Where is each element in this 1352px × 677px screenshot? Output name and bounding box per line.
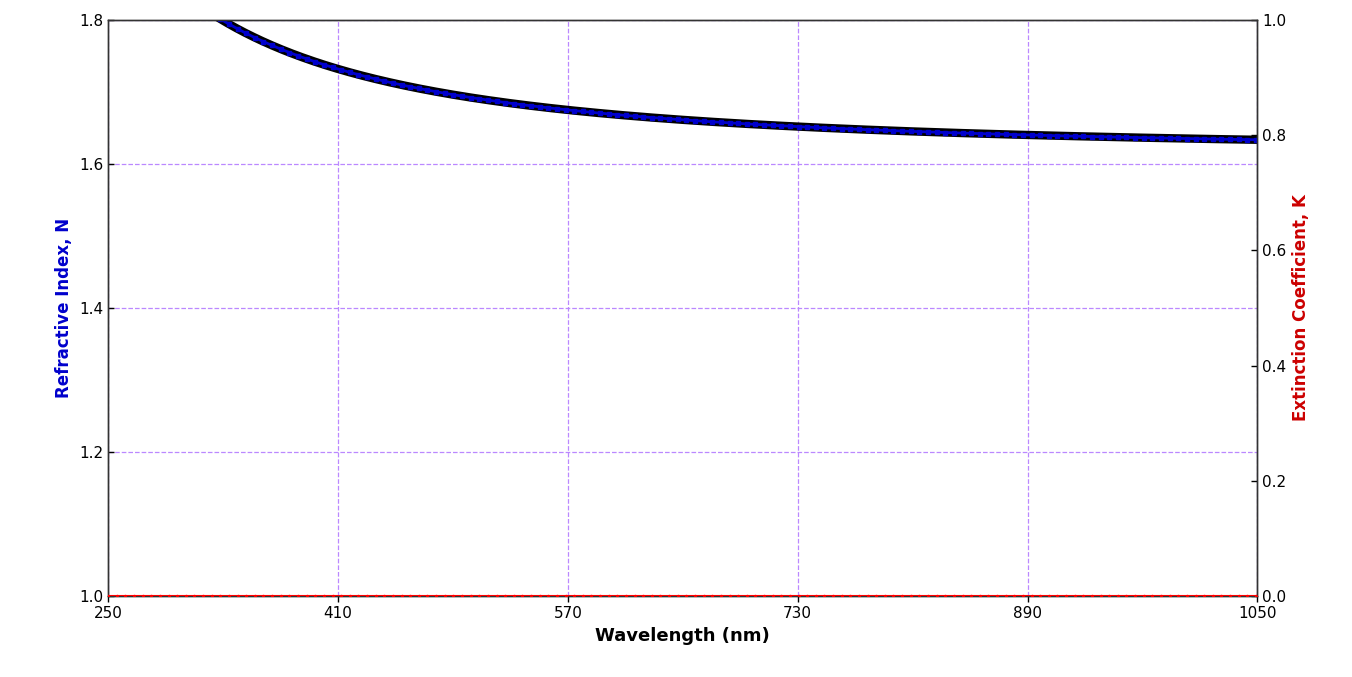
Y-axis label: Extinction Coefficient, K: Extinction Coefficient, K <box>1293 194 1310 422</box>
X-axis label: Wavelength (nm): Wavelength (nm) <box>595 627 771 645</box>
Y-axis label: Refractive Index, N: Refractive Index, N <box>55 218 73 398</box>
